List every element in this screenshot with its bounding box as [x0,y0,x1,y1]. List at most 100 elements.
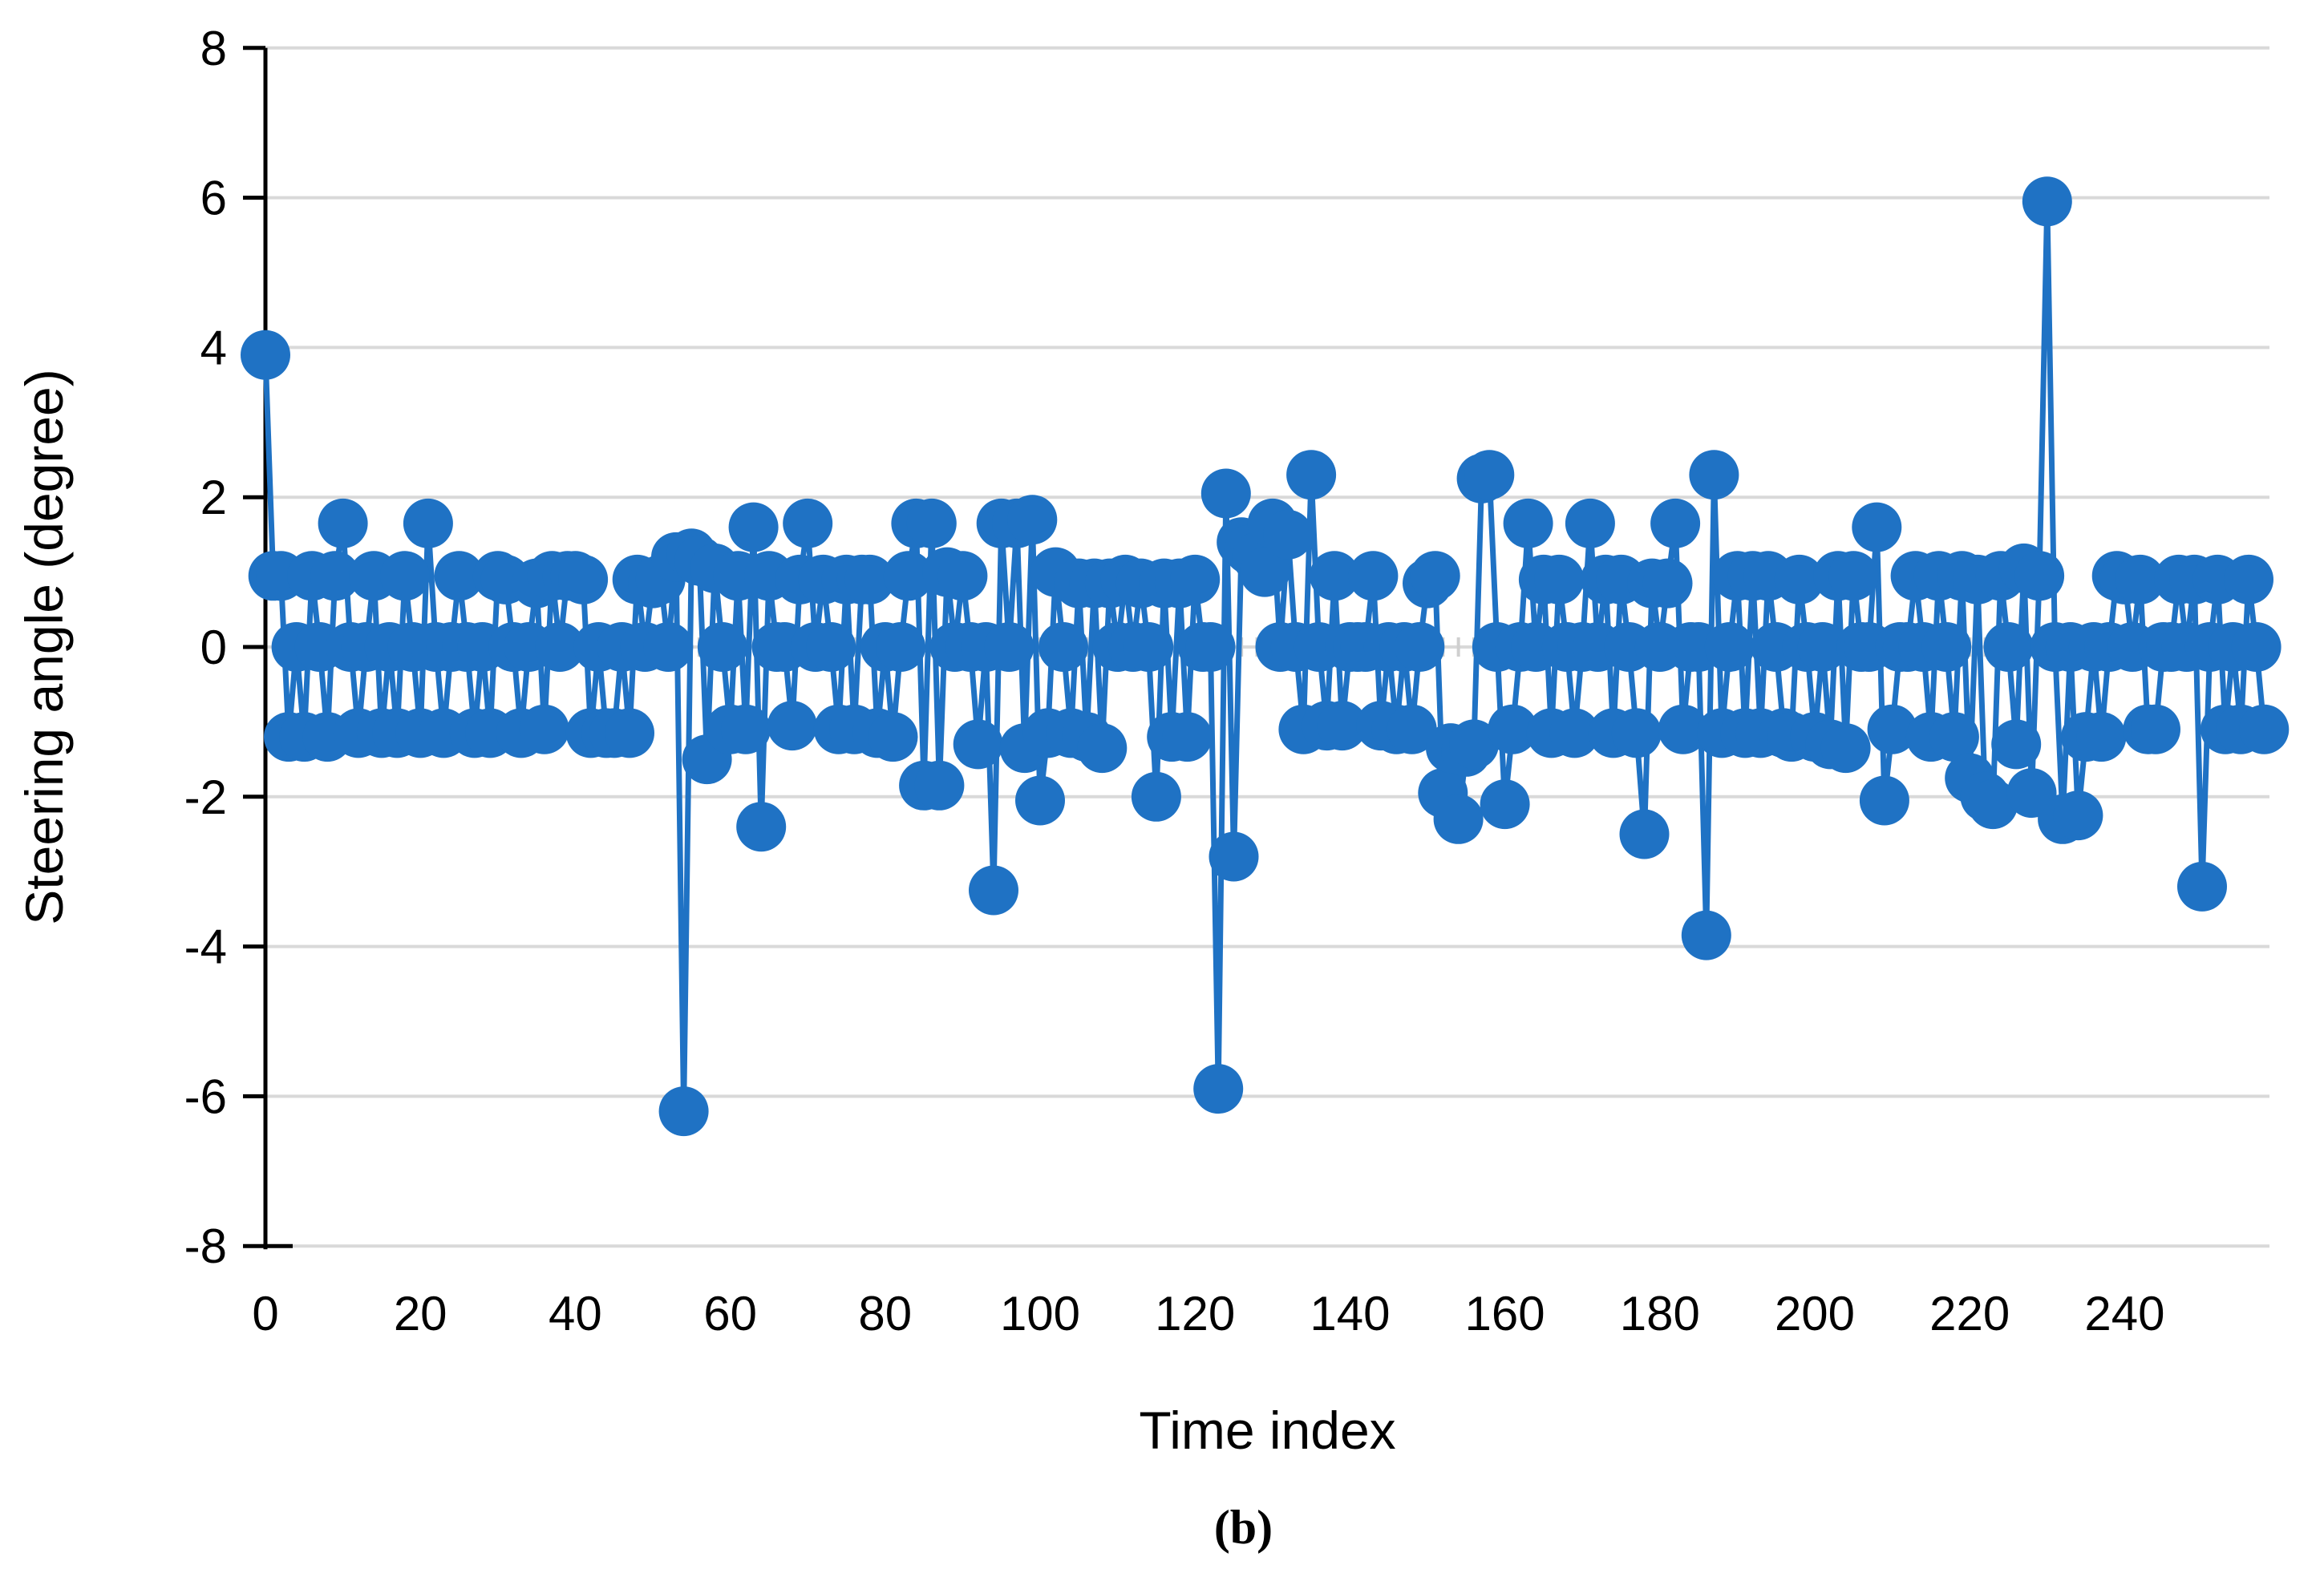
data-point [868,712,918,762]
data-point [1039,622,1088,672]
x-tick-label-80: 80 [858,1287,912,1340]
data-point [605,708,654,758]
data-point [2224,554,2273,604]
data-point [937,551,988,601]
y-tick-label--2: -2 [184,770,227,824]
data-point [1650,498,1701,548]
data-point [1704,622,1755,672]
data-point [1007,495,1058,545]
x-tick-label-40: 40 [549,1287,602,1340]
data-point [806,622,856,672]
data-point [1240,547,1290,597]
x-tick-label-60: 60 [703,1287,757,1340]
data-point [1131,771,1181,822]
data-point [876,622,926,672]
data-point [1124,622,1174,672]
data-point [1015,775,1065,826]
data-point [1852,502,1902,552]
data-point [1503,498,1553,548]
data-point [1263,509,1314,560]
data-point [1348,551,1399,601]
data-point [1983,622,2034,672]
data-point [1859,775,1909,826]
x-tick-label-180: 180 [1620,1287,1700,1340]
data-point [241,330,290,380]
data-point [1162,712,1213,762]
x-tick-label-200: 200 [1775,1287,1855,1340]
data-point [1797,622,1848,672]
data-point [519,704,569,754]
data-point [1828,551,1879,601]
y-tick-label--8: -8 [184,1219,227,1273]
data-point [2053,790,2103,841]
data-point [310,551,360,601]
data-point [1642,558,1693,609]
data-point [1611,708,1662,758]
y-tick-label-2: 2 [200,471,227,524]
x-axis-title: Time index [1139,1401,1395,1460]
series-group [241,176,2290,1137]
x-tick-label-220: 220 [1929,1287,2010,1340]
y-tick-label--4: -4 [184,920,227,974]
data-point [379,551,430,601]
data-point [558,554,609,604]
data-point [2177,861,2227,912]
y-tick-label-0: 0 [200,621,227,674]
data-point [1968,779,2018,830]
data-point [1185,622,1236,672]
data-point [1689,450,1739,500]
data-point [403,498,453,548]
x-tick-label-140: 140 [1310,1287,1390,1340]
y-tick-label--6: -6 [184,1069,227,1123]
data-point [1929,712,1979,762]
data-point [720,704,771,754]
data-point [2115,554,2165,604]
data-point [535,622,585,672]
data-point [2022,176,2072,227]
data-point [1774,554,1824,604]
data-point [1433,794,1484,844]
data-point [953,719,1003,770]
x-tick-label-120: 120 [1155,1287,1235,1340]
figure-caption: (b) [1214,1501,1273,1554]
data-point [1209,831,1259,882]
data-point [1565,498,1615,548]
data-point [2239,704,2290,754]
data-point [1410,551,1460,601]
data-point [1395,622,1445,672]
data-point [969,865,1018,916]
data-point [1193,1064,1244,1114]
data-point [906,498,957,548]
data-point [2231,622,2281,672]
data-point [728,502,779,552]
x-tick-label-20: 20 [394,1287,447,1340]
data-point [883,551,933,601]
data-point [1286,450,1337,500]
data-point [1867,704,1917,754]
data-point [2014,551,2065,601]
data-point [767,701,817,751]
data-point [434,551,484,601]
data-point [1077,723,1128,774]
data-point [1820,723,1871,774]
data-point [914,760,965,811]
data-point [1991,719,2042,770]
x-tick-label-100: 100 [1000,1287,1080,1340]
data-point [1921,622,1972,672]
data-point [1317,701,1367,751]
x-tick-label-240: 240 [2084,1287,2164,1340]
data-point [1534,554,1585,604]
data-point [1619,809,1670,859]
data-point [1170,554,1221,604]
data-point [658,1086,709,1137]
data-point [844,554,895,604]
data-point [783,498,833,548]
data-point [1681,910,1731,960]
data-point [318,498,368,548]
data-point [643,622,694,672]
data-point [2131,704,2180,754]
data-point [736,802,787,852]
